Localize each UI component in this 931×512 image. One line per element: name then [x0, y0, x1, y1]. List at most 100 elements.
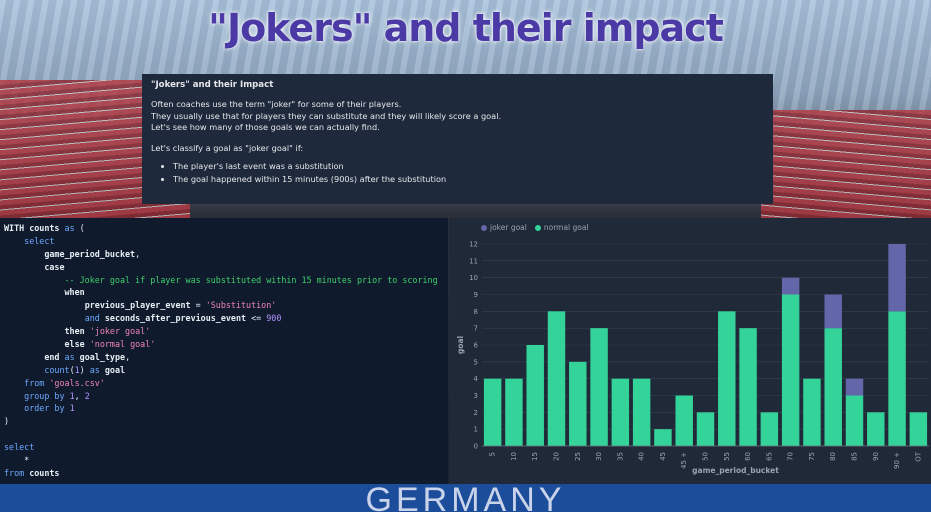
legend-label: normal goal	[543, 223, 589, 232]
code-token: goal_type	[79, 351, 126, 362]
bar-joker-goal	[888, 244, 906, 312]
x-tick-label: 45	[659, 452, 667, 461]
card-line: Let's see how many of those goals we can…	[151, 122, 380, 132]
code-token: seconds_after_previous_event	[104, 313, 247, 324]
x-tick-label: 80	[829, 452, 837, 461]
y-axis-label: goal	[456, 336, 465, 354]
bar-normal-goal	[888, 311, 906, 446]
bar-normal-goal	[803, 378, 821, 446]
stadium-stand-right	[761, 110, 931, 220]
x-tick-label: 20	[553, 452, 561, 461]
code-token: 'goals.csv'	[49, 377, 105, 388]
x-tick-label: 25	[574, 452, 582, 461]
markdown-card: "Jokers" and their Impact Often coaches …	[142, 74, 773, 204]
card-heading: "Jokers" and their Impact	[151, 80, 274, 90]
x-tick-label: 50	[702, 452, 710, 461]
bar-normal-goal	[654, 429, 672, 446]
code-token	[4, 326, 65, 336]
bar-normal-goal	[739, 328, 757, 446]
code-token: (	[69, 364, 75, 375]
banner-text: GERMANY	[365, 481, 566, 512]
y-tick-label: 0	[474, 443, 478, 451]
code-token: =	[190, 300, 206, 311]
code-token	[4, 275, 65, 285]
code-token: previous_player_event	[84, 300, 191, 311]
code-token: *	[4, 455, 30, 466]
slide-title: "Jokers" and their impact	[208, 6, 724, 50]
x-tick-label: 55	[723, 452, 731, 461]
x-tick-label: 15	[531, 452, 539, 461]
bar-normal-goal	[505, 378, 523, 446]
code-token: as	[64, 351, 75, 362]
x-tick-label: 10	[510, 452, 518, 461]
code-token: as	[64, 223, 75, 233]
chart-legend: joker goal normal goal	[481, 223, 589, 232]
code-token	[4, 339, 65, 349]
code-token: select	[24, 235, 55, 246]
code-token: counts	[29, 467, 60, 478]
code-token	[4, 236, 24, 246]
code-token: select	[4, 442, 35, 453]
code-token: ,	[74, 390, 85, 401]
bar-normal-goal	[611, 378, 630, 446]
code-token	[4, 249, 44, 259]
card-bullet: The goal happened within 15 minutes (900…	[173, 173, 764, 186]
x-tick-label: 40	[638, 452, 646, 461]
code-token: 1	[69, 390, 75, 401]
sql-code-editor[interactable]: WITH counts as ( select game_period_buck…	[0, 218, 448, 484]
bar-joker-goal	[845, 378, 864, 396]
code-token: then	[64, 326, 85, 337]
code-line: group by 1, 2	[4, 390, 444, 403]
code-line: end as goal_type,	[4, 351, 444, 364]
x-tick-label: 90 +	[893, 452, 901, 469]
legend-swatch	[481, 224, 487, 231]
x-tick-label: 30	[595, 452, 603, 461]
code-line: from counts	[4, 467, 444, 480]
code-token: goal	[104, 364, 126, 375]
legend-item-joker[interactable]: joker goal	[481, 223, 527, 232]
code-line	[4, 428, 444, 441]
y-tick-label: 1	[474, 426, 478, 434]
x-tick-label: 5	[489, 452, 497, 456]
x-axis-label: game_period_bucket	[692, 466, 779, 475]
x-tick-label: 35	[616, 452, 624, 461]
code-line: game_period_bucket,	[4, 248, 444, 261]
card-bullet: The player's last event was a substituti…	[173, 160, 764, 173]
bar-joker-goal	[824, 294, 842, 329]
code-token	[4, 378, 24, 388]
y-tick-label: 8	[474, 308, 478, 316]
card-classify: Let's classify a goal as "joker goal" if…	[151, 142, 304, 153]
bar-normal-goal	[632, 378, 651, 446]
code-token: WITH	[4, 223, 25, 233]
code-token: else	[64, 339, 85, 350]
code-token: 'Substitution'	[205, 300, 277, 311]
code-line: then 'joker goal'	[4, 325, 444, 338]
y-tick-label: 11	[469, 257, 478, 265]
code-line: select	[4, 441, 444, 454]
code-line: from 'goals.csv'	[4, 377, 444, 390]
code-line: when	[4, 286, 444, 299]
bar-normal-goal	[590, 328, 608, 446]
x-tick-label: 70	[787, 452, 795, 461]
code-line: select	[4, 235, 444, 248]
code-token: case	[44, 261, 65, 272]
code-token: (	[74, 223, 85, 233]
legend-item-normal[interactable]: normal goal	[534, 223, 589, 232]
code-token	[4, 262, 44, 272]
y-tick-label: 7	[474, 325, 478, 333]
banner-strip	[0, 484, 931, 512]
bar-joker-goal	[781, 277, 800, 295]
code-token: as	[89, 364, 100, 375]
card-line: Often coaches use the term "joker" for s…	[151, 99, 402, 109]
chart-panel: joker goal normal goal 0 1 2 3 4 5 6 7 8 9 10 11 12 5…	[449, 218, 931, 484]
bar-normal-goal	[696, 412, 715, 446]
code-line: and seconds_after_previous_event <= 900	[4, 312, 444, 325]
bar-normal-goal	[547, 311, 566, 446]
code-token: count	[44, 364, 70, 375]
legend-label: joker goal	[490, 223, 527, 232]
y-tick-label: 2	[474, 409, 478, 417]
y-tick-label: 6	[474, 342, 479, 350]
bar-normal-goal	[526, 345, 544, 446]
code-token: -- Joker goal if player was substituted …	[64, 274, 438, 285]
